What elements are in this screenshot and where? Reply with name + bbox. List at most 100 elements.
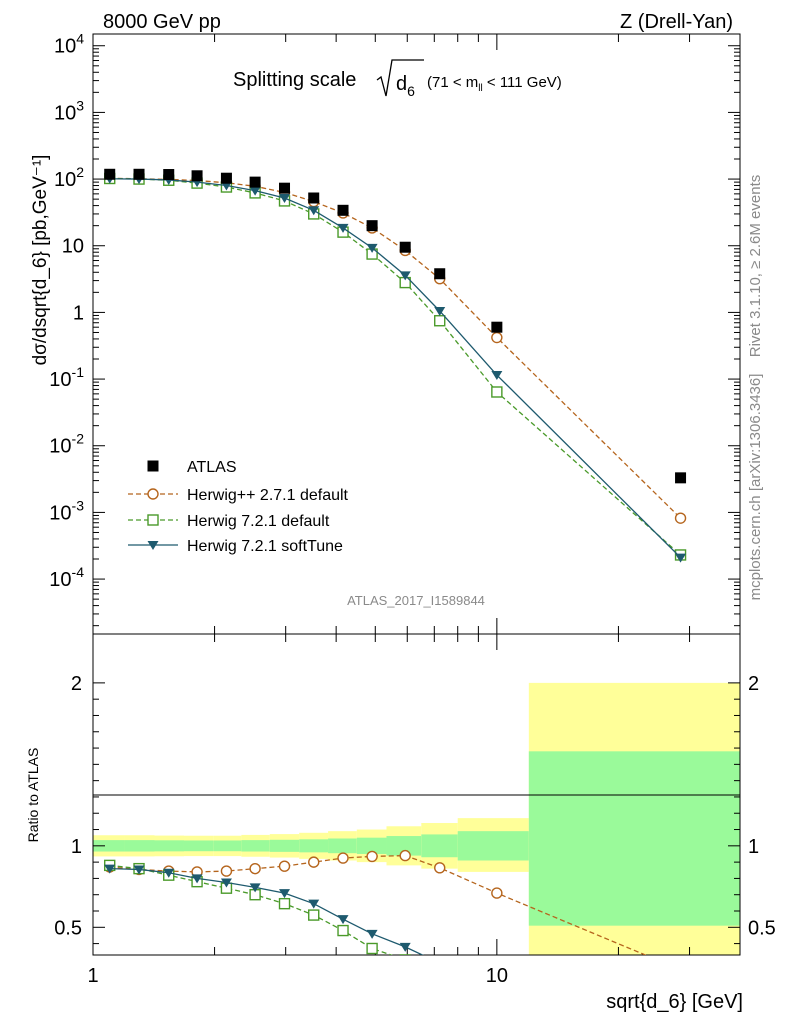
ratio-point-1 (308, 909, 320, 921)
main-plot-series (104, 168, 687, 563)
band-inner (213, 840, 242, 852)
data-point-3 (220, 181, 232, 191)
x-tick-labels: 1 10 (87, 965, 508, 987)
data-point-1 (491, 331, 503, 344)
band-inner (269, 839, 300, 852)
x-axis-ticks (92, 34, 741, 955)
band-inner (386, 836, 422, 856)
y-tick-label: 102 (54, 164, 84, 191)
ratio-axis-ticks (93, 682, 740, 945)
ratio-point-1 (337, 924, 349, 937)
data-point-0 (279, 182, 291, 194)
data-point-2 (434, 315, 446, 327)
ratio-point-2 (399, 942, 411, 952)
y-tick-label: 10-1 (49, 364, 84, 391)
data-point-3 (249, 186, 261, 196)
band-inner (241, 840, 270, 852)
x-tick-label: 10 (486, 965, 508, 987)
data-point-0 (191, 170, 203, 182)
band-inner (356, 837, 387, 854)
mcplots-label: mcplots.cern.ch [arXiv:1306.3436] (747, 374, 764, 601)
legend-label: Herwig++ 2.7.1 default (187, 487, 349, 504)
main-title-prefix: Splitting scale (233, 69, 356, 91)
ratio-tick-label-right: 2 (748, 673, 759, 695)
legend-marker (147, 460, 159, 472)
ratio-point-0 (337, 852, 349, 864)
ratio-point-2 (163, 868, 175, 878)
mcplots-label-text: mcplots.cern.ch [arXiv:1306.3436] (747, 374, 764, 601)
main-y-tick-labels: 10-4 10-3 10-2 10-1 1 10 102 103 104 (49, 31, 84, 591)
data-point-3 (491, 371, 503, 381)
y-tick-label: 103 (54, 97, 84, 124)
data-point-0 (675, 472, 687, 484)
sqrt-symbol (376, 59, 424, 97)
legend-marker (147, 541, 159, 550)
x-axis-label: sqrt{d_6} [GeV] (606, 991, 743, 1013)
data-point-0 (133, 168, 145, 180)
ratio-point-0 (278, 860, 291, 872)
series-line-3 (109, 178, 682, 559)
main-y-axis-label-text: dσ/dsqrt{d_6} [pb,GeV⁻¹] (30, 155, 51, 366)
ratio-point-0 (220, 865, 233, 877)
data-point-0 (220, 172, 232, 184)
series-line-2 (109, 177, 681, 556)
ratio-point-1 (366, 942, 378, 955)
ratio-point-0 (249, 862, 261, 875)
band-inner (93, 840, 125, 852)
data-point-1 (674, 512, 687, 524)
y-tick-label: 10-3 (49, 497, 84, 524)
data-point-0 (104, 168, 116, 180)
legend-label: Herwig 7.2.1 default (187, 513, 330, 530)
ratio-line-2 (109, 867, 424, 955)
band-inner (183, 840, 214, 852)
ratio-point-2 (308, 899, 320, 909)
ratio-point-0 (491, 887, 503, 899)
data-point-3 (675, 553, 687, 563)
band-inner (528, 751, 740, 926)
main-title-symbol: d6 (396, 73, 415, 99)
ratio-point-0 (366, 850, 378, 863)
data-point-3 (399, 271, 411, 281)
ratio-point-2 (104, 864, 116, 874)
data-point-0 (434, 268, 446, 280)
data-point-3 (308, 206, 320, 216)
x-tick-label: 1 (87, 965, 98, 987)
band-inner (124, 840, 155, 852)
ratio-point-2 (279, 889, 291, 899)
ratio-tick-label-left: 2 (71, 673, 82, 695)
rivet-label-text: Rivet 3.1.10, ≥ 2.6M events (747, 175, 764, 358)
band-inner (457, 831, 529, 861)
ratio-point-2 (366, 929, 378, 939)
ratio-point-0 (308, 856, 320, 868)
series-line-1 (109, 177, 682, 519)
ratio-tick-label-right: 1 (748, 836, 759, 858)
y-tick-label: 1 (73, 302, 84, 324)
y-tick-label: 10-2 (49, 431, 84, 458)
ratio-plot-series (104, 849, 686, 975)
ratio-y-axis-label: Ratio to ATLAS (25, 748, 41, 843)
ratio-point-2 (249, 883, 261, 893)
data-point-0 (337, 204, 349, 216)
ratio-point-0 (399, 849, 411, 862)
legend-label: ATLAS (187, 459, 237, 476)
data-point-0 (249, 176, 261, 188)
legend-label: Herwig 7.2.1 softTune (187, 538, 343, 555)
ratio-point-0 (434, 862, 446, 874)
ratio-tick-label-left: 1 (71, 836, 82, 858)
data-point-2 (491, 386, 503, 398)
band-inner (299, 839, 329, 853)
data-point-3 (434, 306, 446, 316)
ratio-point-2 (133, 865, 145, 875)
y-tick-label: 10 (62, 236, 84, 258)
band-inner (328, 838, 357, 854)
ratio-tick-label-right: 0.5 (748, 917, 776, 939)
ratio-point-2 (191, 874, 203, 884)
ratio-point-2 (434, 959, 445, 968)
ratio-point-1 (399, 954, 411, 955)
data-point-0 (163, 169, 175, 181)
data-point-0 (308, 192, 320, 204)
ratio-point-1 (278, 897, 291, 910)
y-tick-label: 10-4 (49, 564, 84, 591)
ratio-point-0 (676, 965, 686, 975)
y-tick-label: 104 (54, 31, 84, 58)
